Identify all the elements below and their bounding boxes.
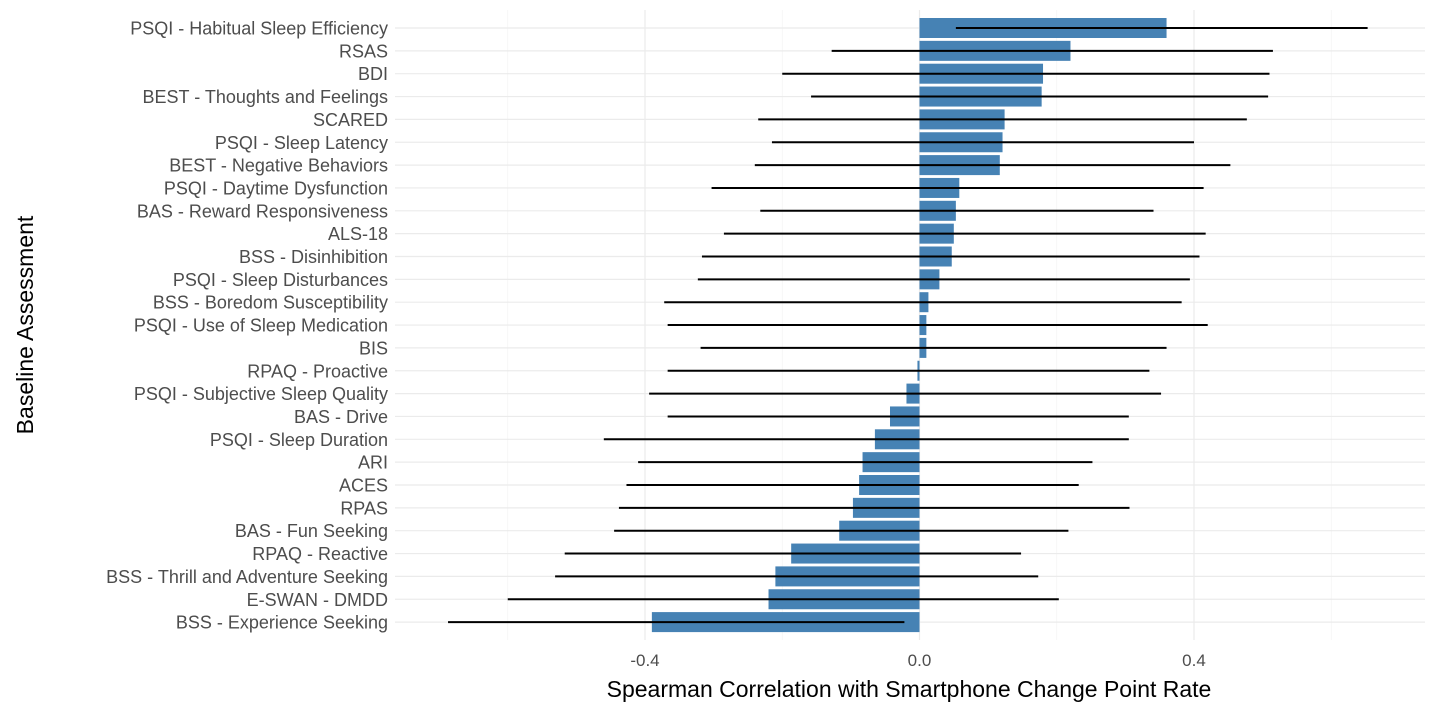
category-label: ARI [358, 453, 388, 473]
category-label: RPAQ - Proactive [247, 361, 388, 381]
x-tick-label: 0.0 [908, 651, 932, 670]
category-label: SCARED [313, 110, 388, 130]
category-label: PSQI - Sleep Latency [215, 133, 388, 153]
category-label: BSS - Disinhibition [239, 247, 388, 267]
category-label: BAS - Fun Seeking [235, 521, 388, 541]
category-label: E-SWAN - DMDD [247, 590, 388, 610]
category-label: PSQI - Sleep Duration [210, 430, 388, 450]
category-label: PSQI - Subjective Sleep Quality [134, 384, 388, 404]
category-label: BSS - Thrill and Adventure Seeking [106, 567, 388, 587]
category-label: PSQI - Sleep Disturbances [173, 270, 388, 290]
category-label: PSQI - Habitual Sleep Efficiency [130, 19, 388, 39]
category-label: BAS - Drive [294, 407, 388, 427]
x-tick-labels: -0.4 0.0 0.4 [630, 651, 1205, 670]
category-label: BSS - Experience Seeking [176, 613, 388, 633]
category-label: BDI [358, 64, 388, 84]
error-bars-layer [448, 27, 1368, 624]
category-label: BEST - Negative Behaviors [169, 156, 388, 176]
category-label: RPAS [340, 498, 388, 518]
category-label: RPAQ - Reactive [252, 544, 388, 564]
y-axis-title: Baseline Assessment [12, 215, 38, 434]
x-tick-label: -0.4 [630, 651, 659, 670]
category-label: PSQI - Use of Sleep Medication [134, 316, 388, 336]
category-label: ACES [339, 476, 388, 496]
category-label: PSQI - Daytime Dysfunction [164, 178, 388, 198]
category-label: ALS-18 [328, 224, 388, 244]
x-axis-title: Spearman Correlation with Smartphone Cha… [607, 676, 1212, 702]
category-label: BIS [359, 338, 388, 358]
category-label: BSS - Boredom Susceptibility [153, 293, 388, 313]
category-label: BEST - Thoughts and Feelings [143, 87, 388, 107]
category-label: BAS - Reward Responsiveness [137, 201, 388, 221]
category-label: RSAS [339, 41, 388, 61]
x-tick-label: 0.4 [1182, 651, 1206, 670]
